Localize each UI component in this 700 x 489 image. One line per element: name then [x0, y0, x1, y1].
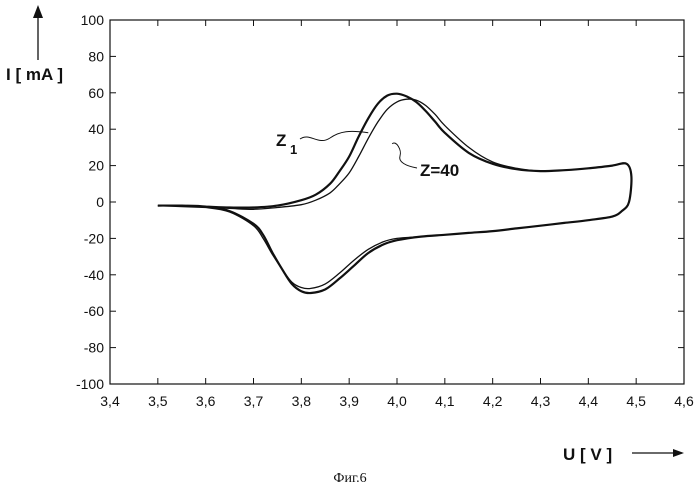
- annotation-z40-label: Z=40: [420, 161, 459, 180]
- y-tick-label: 0: [96, 194, 104, 210]
- cv-curves: [158, 94, 632, 293]
- y-tick-label: 20: [88, 158, 104, 174]
- x-tick-label: 4,4: [579, 393, 599, 409]
- annotation-z1-subscript: 1: [290, 142, 297, 157]
- x-tick-label: 3,4: [100, 393, 120, 409]
- x-tick-label: 4,5: [626, 393, 646, 409]
- y-tick-label: 60: [88, 85, 104, 101]
- figure-caption: Фиг.6: [333, 471, 366, 486]
- x-tick-label: 4,1: [435, 393, 455, 409]
- y-axis-title-group: I [ mA ]: [6, 5, 63, 84]
- x-tick-label: 3,8: [292, 393, 312, 409]
- x-axis-label: U [ V ]: [563, 445, 612, 464]
- y-tick-label: 100: [81, 12, 105, 28]
- y-axis-label: I [ mA ]: [6, 65, 63, 84]
- y-tick-label: -40: [84, 267, 104, 283]
- y-axis-ticks: 100 80 60 40 20 0 -20 -40 -60 -80 -100: [76, 12, 684, 392]
- y-tick-label: -100: [76, 376, 104, 392]
- annotation-z40-leader: [392, 143, 417, 168]
- annotation-z40: Z=40: [392, 143, 459, 180]
- y-tick-label: 80: [88, 48, 104, 64]
- x-axis-title-group: U [ V ]: [563, 445, 684, 464]
- x-tick-label: 3,7: [244, 393, 264, 409]
- y-tick-label: -60: [84, 303, 104, 319]
- x-tick-label: 3,9: [339, 393, 359, 409]
- annotation-z1-label: Z: [276, 131, 286, 150]
- x-tick-label: 4,0: [387, 393, 407, 409]
- cv-curve-1: [158, 94, 632, 293]
- x-tick-label: 3,6: [196, 393, 216, 409]
- x-axis-ticks: 3,4 3,5 3,6 3,7 3,8 3,9 4,0 4,1 4,2 4,3 4,4 4,5 4,6: [100, 20, 694, 409]
- x-tick-label: 3,5: [148, 393, 168, 409]
- x-tick-label: 4,2: [483, 393, 503, 409]
- cv-curve-2: [158, 99, 632, 289]
- plot-area-border: [110, 20, 684, 384]
- y-tick-label: -80: [84, 340, 104, 356]
- x-tick-label: 4,6: [674, 393, 694, 409]
- plot-frame: [110, 20, 684, 384]
- y-axis-arrow-icon: [33, 5, 43, 18]
- x-tick-label: 4,3: [531, 393, 551, 409]
- y-tick-label: 40: [88, 121, 104, 137]
- x-axis-arrow-icon: [673, 449, 684, 457]
- y-tick-label: -20: [84, 230, 104, 246]
